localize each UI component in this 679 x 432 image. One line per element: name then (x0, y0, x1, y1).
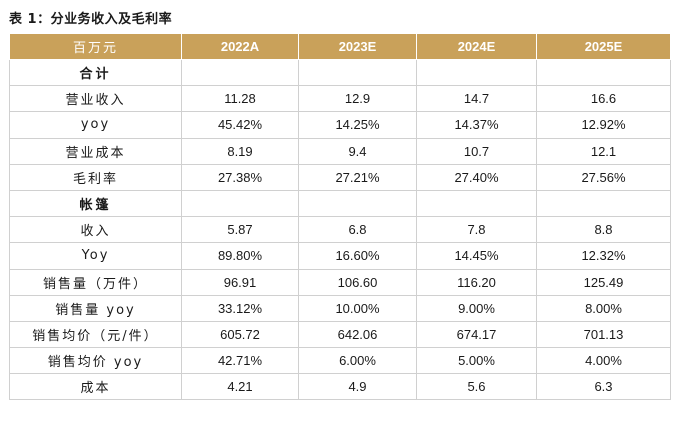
row-label: 营业成本 (9, 137, 182, 165)
row-label: yoy (9, 111, 182, 139)
header-2024e: 2024E (416, 33, 537, 60)
cell: 42.71% (181, 347, 299, 375)
cell: 11.28 (181, 85, 299, 113)
cell: 4.9 (298, 373, 417, 401)
cell: 16.60% (298, 242, 417, 270)
cell: 10.7 (416, 137, 537, 165)
cell (416, 189, 537, 218)
cell: 9.00% (416, 294, 537, 322)
row-label: 毛利率 (9, 163, 182, 191)
cell: 7.8 (416, 216, 537, 244)
cell: 14.25% (298, 111, 417, 139)
cell: 8.19 (181, 137, 299, 165)
row-label: 销售量（万件） (9, 268, 182, 296)
cell: 12.32% (536, 242, 671, 270)
cell: 4.21 (181, 373, 299, 401)
cell: 116.20 (416, 268, 537, 296)
row-label: 销售均价（元/件） (9, 320, 182, 349)
cell: 33.12% (181, 294, 299, 322)
cell (416, 58, 537, 87)
table-row: 销售量（万件） 96.91 106.60 116.20 125.49 (9, 268, 671, 296)
cell: 14.7 (416, 85, 537, 113)
cell: 12.1 (536, 137, 671, 165)
header-2022a: 2022A (181, 33, 299, 60)
cell: 4.00% (536, 347, 671, 375)
cell: 96.91 (181, 268, 299, 296)
table-row-total-section: 合计 (9, 58, 671, 87)
header-2025e: 2025E (536, 33, 671, 60)
row-label: 成本 (9, 373, 182, 401)
table-row: 销售均价 yoy 42.71% 6.00% 5.00% 4.00% (9, 347, 671, 375)
cell: 27.56% (536, 163, 671, 191)
table-row-tent-section: 帐篷 (9, 189, 671, 218)
table-row: 成本 4.21 4.9 5.6 6.3 (9, 373, 671, 401)
cell: 10.00% (298, 294, 417, 322)
table-row: 营业收入 11.28 12.9 14.7 16.6 (9, 85, 671, 113)
table-row: Yoy 89.80% 16.60% 14.45% 12.32% (9, 242, 671, 270)
cell: 89.80% (181, 242, 299, 270)
table-row: 收入 5.87 6.8 7.8 8.8 (9, 216, 671, 244)
cell: 14.37% (416, 111, 537, 139)
cell: 5.6 (416, 373, 537, 401)
cell: 8.00% (536, 294, 671, 322)
cell: 6.8 (298, 216, 417, 244)
table-row: 销售均价（元/件） 605.72 642.06 674.17 701.13 (9, 320, 671, 349)
cell (298, 189, 417, 218)
cell (536, 189, 671, 218)
cell: 106.60 (298, 268, 417, 296)
cell (181, 189, 299, 218)
cell: 674.17 (416, 320, 537, 349)
cell: 12.9 (298, 85, 417, 113)
cell: 27.21% (298, 163, 417, 191)
cell: 6.3 (536, 373, 671, 401)
cell: 6.00% (298, 347, 417, 375)
cell: 14.45% (416, 242, 537, 270)
table-row: 销售量 yoy 33.12% 10.00% 9.00% 8.00% (9, 294, 671, 322)
cell: 605.72 (181, 320, 299, 349)
table-title: 表 1：分业务收入及毛利率 (9, 12, 173, 27)
table-row: yoy 45.42% 14.25% 14.37% 12.92% (9, 111, 671, 139)
cell: 5.87 (181, 216, 299, 244)
row-label: 收入 (9, 216, 182, 244)
cell (298, 58, 417, 87)
header-unit: 百万元 (9, 33, 182, 60)
table-row: 营业成本 8.19 9.4 10.7 12.1 (9, 137, 671, 165)
cell: 9.4 (298, 137, 417, 165)
cell: 12.92% (536, 111, 671, 139)
cell: 5.00% (416, 347, 537, 375)
row-label: 销售量 yoy (9, 294, 182, 322)
cell: 8.8 (536, 216, 671, 244)
row-label: Yoy (9, 242, 182, 270)
cell: 27.40% (416, 163, 537, 191)
cell: 125.49 (536, 268, 671, 296)
cell (536, 58, 671, 87)
row-label: 销售均价 yoy (9, 347, 182, 375)
cell: 27.38% (181, 163, 299, 191)
cell: 701.13 (536, 320, 671, 349)
cell: 642.06 (298, 320, 417, 349)
revenue-margin-table: 百万元 2022A 2023E 2024E 2025E 合计 营业收入 11.2… (9, 33, 671, 401)
row-label: 营业收入 (9, 85, 182, 113)
table-row: 毛利率 27.38% 27.21% 27.40% 27.56% (9, 163, 671, 191)
row-label: 合计 (9, 58, 182, 87)
cell (181, 58, 299, 87)
header-2023e: 2023E (298, 33, 417, 60)
cell: 16.6 (536, 85, 671, 113)
row-label: 帐篷 (9, 189, 182, 218)
cell: 45.42% (181, 111, 299, 139)
table-header-row: 百万元 2022A 2023E 2024E 2025E (9, 33, 671, 60)
